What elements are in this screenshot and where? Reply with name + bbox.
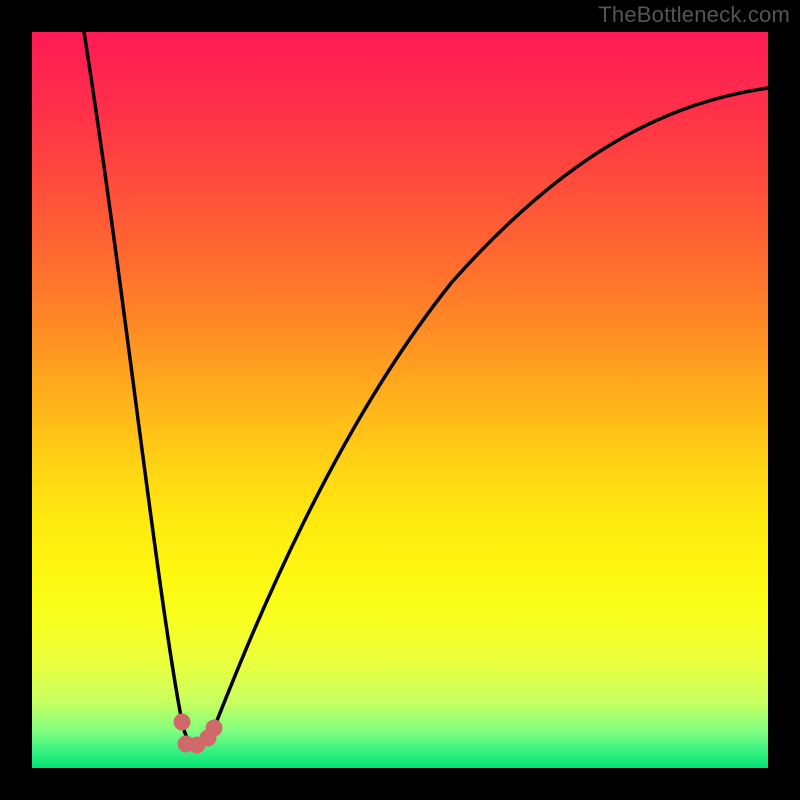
watermark-text: TheBottleneck.com	[598, 2, 790, 28]
marker-dot	[174, 714, 191, 731]
chart-svg	[32, 32, 768, 768]
chart-background	[32, 32, 768, 768]
marker-dot	[206, 720, 223, 737]
bottleneck-chart	[32, 32, 768, 768]
